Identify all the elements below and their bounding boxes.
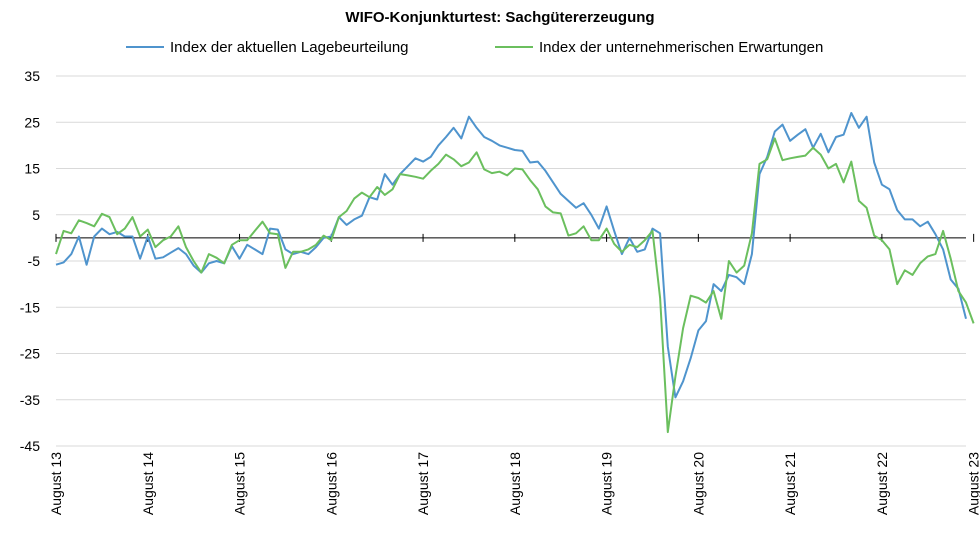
legend: Index der aktuellen Lagebeurteilung Index… (126, 39, 823, 56)
x-tick-label: August 14 (140, 452, 156, 515)
y-tick-label: 25 (24, 114, 40, 130)
x-tick-label: August 22 (874, 452, 890, 515)
series-line (55, 112, 967, 399)
y-tick-label: -45 (20, 438, 40, 454)
x-tick-label: August 13 (48, 452, 64, 515)
legend-label: Index der aktuellen Lagebeurteilung (170, 39, 409, 56)
chart-title: WIFO-Konjunkturtest: Sachgütererzeugung (345, 9, 654, 26)
x-tick-label: August 21 (782, 452, 798, 515)
x-tick-label: August 20 (690, 452, 706, 515)
legend-label: Index der unternehmerischen Erwartungen (539, 39, 823, 56)
series-group (55, 112, 975, 434)
y-tick-label: 15 (24, 161, 40, 177)
series-line (55, 137, 975, 434)
y-tick-label: 5 (32, 207, 40, 223)
x-tick-label: August 19 (599, 452, 615, 515)
x-axis: August 13 August 14 August 15 August 16 Augu… (48, 233, 980, 515)
x-tick-label: August 18 (507, 452, 523, 515)
y-tick-label: -15 (20, 299, 40, 315)
gridlines (56, 75, 966, 447)
x-tick-label: August 17 (415, 452, 431, 515)
y-axis: 35 25 15 5 -5 -15 -25 -35 -45 (20, 68, 40, 454)
x-tick-label: August 15 (232, 452, 248, 515)
x-tick-label: August 16 (323, 452, 339, 515)
x-tick-label: August 23 (966, 452, 980, 515)
y-tick-label: 35 (24, 68, 40, 84)
y-tick-label: -35 (20, 392, 40, 408)
y-tick-label: -25 (20, 346, 40, 362)
y-tick-label: -5 (28, 253, 41, 269)
